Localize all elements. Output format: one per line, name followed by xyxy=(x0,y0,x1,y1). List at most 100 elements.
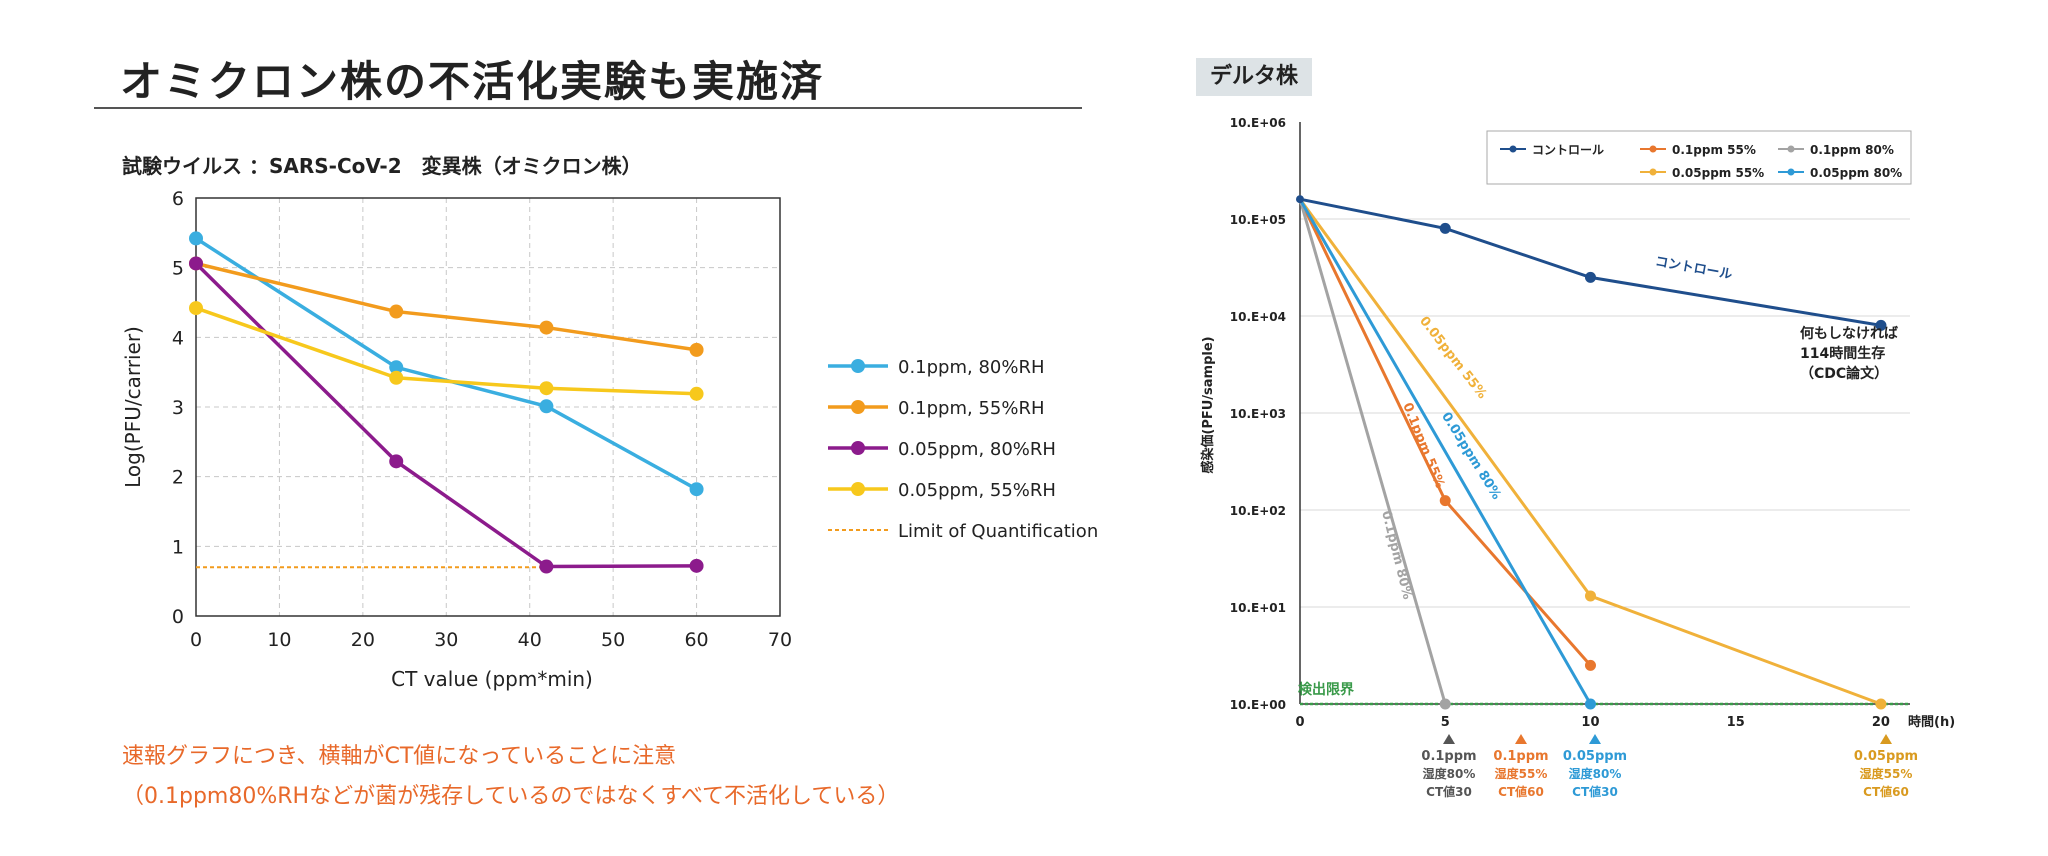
data-point xyxy=(1584,698,1596,710)
legend-label: Limit of Quantification xyxy=(898,521,1098,542)
legend-swatch-marker xyxy=(851,400,865,414)
data-point xyxy=(389,304,404,319)
virus-info: 試験ウイルス ：SARS-CoV-2 変異株（オミクロン株） xyxy=(122,154,642,178)
note-line-2: （0.1ppm80%RHなどが菌が残存しているのではなくすべて不活化している） xyxy=(122,784,900,809)
legend-label: 0.1ppm 80% xyxy=(1810,143,1894,157)
legend-swatch-marker xyxy=(1787,145,1795,153)
legend-swatch-marker xyxy=(1509,145,1517,153)
series-line xyxy=(1298,198,1447,705)
legend-label: 0.1ppm, 55%RH xyxy=(898,398,1045,419)
y-tick-label: 1 xyxy=(172,536,184,558)
right-title: デルタ株 xyxy=(1196,58,1313,96)
legend-swatch-marker xyxy=(851,441,865,455)
legend-swatch-marker xyxy=(851,482,865,496)
x-tick-label: 5 xyxy=(1441,715,1450,730)
data-point xyxy=(189,256,203,271)
time-marker-triangle xyxy=(1443,734,1455,744)
note-line-1: 速報グラフにつき、横軸がCT値になっていることに注意 xyxy=(122,744,677,769)
data-point xyxy=(539,381,554,396)
time-marker-label: CT値60 xyxy=(1498,784,1544,799)
legend-label: 0.05ppm, 55%RH xyxy=(898,480,1056,501)
omicron-chart: 0 10 20 30 40 50 60 70 0 1 2 3 4 5 6 CT value (ppm*min)… xyxy=(121,188,1098,691)
y-tick-label: 10.E+02 xyxy=(1230,504,1286,518)
time-marker-label: 湿度55% xyxy=(1495,766,1548,781)
time-marker-label: 0.1ppm xyxy=(1421,749,1476,764)
x-tick-label: 0 xyxy=(1295,715,1304,730)
y-axis-label: 感染価(PFU/sample) xyxy=(1200,336,1216,473)
series-line xyxy=(195,236,698,491)
data-point xyxy=(1439,698,1451,710)
y-tick-label: 10.E+03 xyxy=(1230,407,1286,421)
data-point xyxy=(689,386,704,401)
x-tick-label: 50 xyxy=(601,629,625,651)
data-point xyxy=(689,558,704,573)
time-marker-triangle xyxy=(1515,734,1527,744)
series-inline-label: 0.1ppm 80% xyxy=(1378,509,1415,601)
time-marker-label: 湿度80% xyxy=(1423,766,1476,781)
x-tick-label: 60 xyxy=(684,629,708,651)
data-point xyxy=(689,482,704,497)
data-point xyxy=(389,370,404,385)
data-point xyxy=(689,342,704,357)
y-tick-label: 10.E+04 xyxy=(1230,310,1286,324)
data-point xyxy=(1584,590,1596,602)
time-marker-label: 湿度80% xyxy=(1569,766,1622,781)
left-title: オミクロン株の不活化実験も実施済 xyxy=(120,57,825,106)
data-point xyxy=(539,399,554,414)
x-axis-label: 時間(h) xyxy=(1908,714,1955,730)
series-line xyxy=(1298,198,1592,705)
series-inline-label: 0.05ppm 55% xyxy=(1416,314,1489,402)
x-tick-label: 10 xyxy=(267,629,291,651)
detection-limit-label: 検出限界 xyxy=(1298,681,1355,698)
time-marker-label: CT値30 xyxy=(1572,784,1618,799)
x-tick-label: 10 xyxy=(1581,715,1599,730)
data-point xyxy=(189,231,203,246)
legend-label: 0.1ppm, 80%RH xyxy=(898,357,1045,378)
data-point xyxy=(1296,195,1304,204)
time-marker-label: CT値30 xyxy=(1426,784,1472,799)
legend-label: コントロール xyxy=(1532,143,1604,157)
annotation-text: （CDC論文） xyxy=(1800,365,1888,382)
y-axis-label: Log(PFU/carrier) xyxy=(121,326,145,488)
x-tick-label: 0 xyxy=(190,629,202,651)
time-marker-label: 0.1ppm xyxy=(1493,749,1548,764)
series-line xyxy=(195,306,697,396)
y-tick-label: 10.E+01 xyxy=(1230,601,1286,615)
y-tick-label: 10.E+05 xyxy=(1230,213,1286,227)
y-tick-label: 3 xyxy=(172,397,184,419)
plot-frame xyxy=(195,197,781,617)
time-marker-label: 0.05ppm xyxy=(1854,749,1918,764)
legend-swatch-marker xyxy=(1787,168,1795,176)
legend-swatch-marker xyxy=(851,359,865,373)
data-point xyxy=(189,301,203,316)
data-point xyxy=(1584,271,1596,283)
y-tick-label: 4 xyxy=(172,327,184,349)
title-divider xyxy=(94,107,1082,109)
annotation-text: 何もしなければ xyxy=(1800,325,1898,342)
x-tick-label: 15 xyxy=(1727,715,1745,730)
annotation-text: 114時間生存 xyxy=(1800,345,1885,362)
time-marker-label: 湿度55% xyxy=(1860,766,1913,781)
series-inline-label: コントロール xyxy=(1654,254,1733,282)
data-point xyxy=(1875,319,1887,331)
legend-swatch-marker xyxy=(1649,145,1657,153)
data-point xyxy=(1439,495,1451,507)
series-line xyxy=(194,262,697,569)
legend-label: 0.05ppm 80% xyxy=(1810,166,1902,180)
y-tick-label: 2 xyxy=(172,467,184,489)
time-marker-label: 0.05ppm xyxy=(1563,749,1627,764)
data-point xyxy=(1875,698,1887,710)
series-line xyxy=(1298,198,1592,667)
time-marker-triangle xyxy=(1880,734,1892,744)
x-tick-label: 30 xyxy=(434,629,458,651)
legend-label: 0.05ppm 55% xyxy=(1672,166,1764,180)
data-point xyxy=(1439,222,1451,234)
data-point xyxy=(389,360,404,375)
x-tick-label: 40 xyxy=(518,629,542,651)
x-tick-label: 70 xyxy=(768,629,792,651)
y-tick-label: 10.E+00 xyxy=(1230,698,1286,712)
x-tick-label: 20 xyxy=(1872,715,1890,730)
y-tick-label: 0 xyxy=(172,606,184,628)
data-point xyxy=(1584,659,1596,671)
legend-label: 0.1ppm 55% xyxy=(1672,143,1756,157)
